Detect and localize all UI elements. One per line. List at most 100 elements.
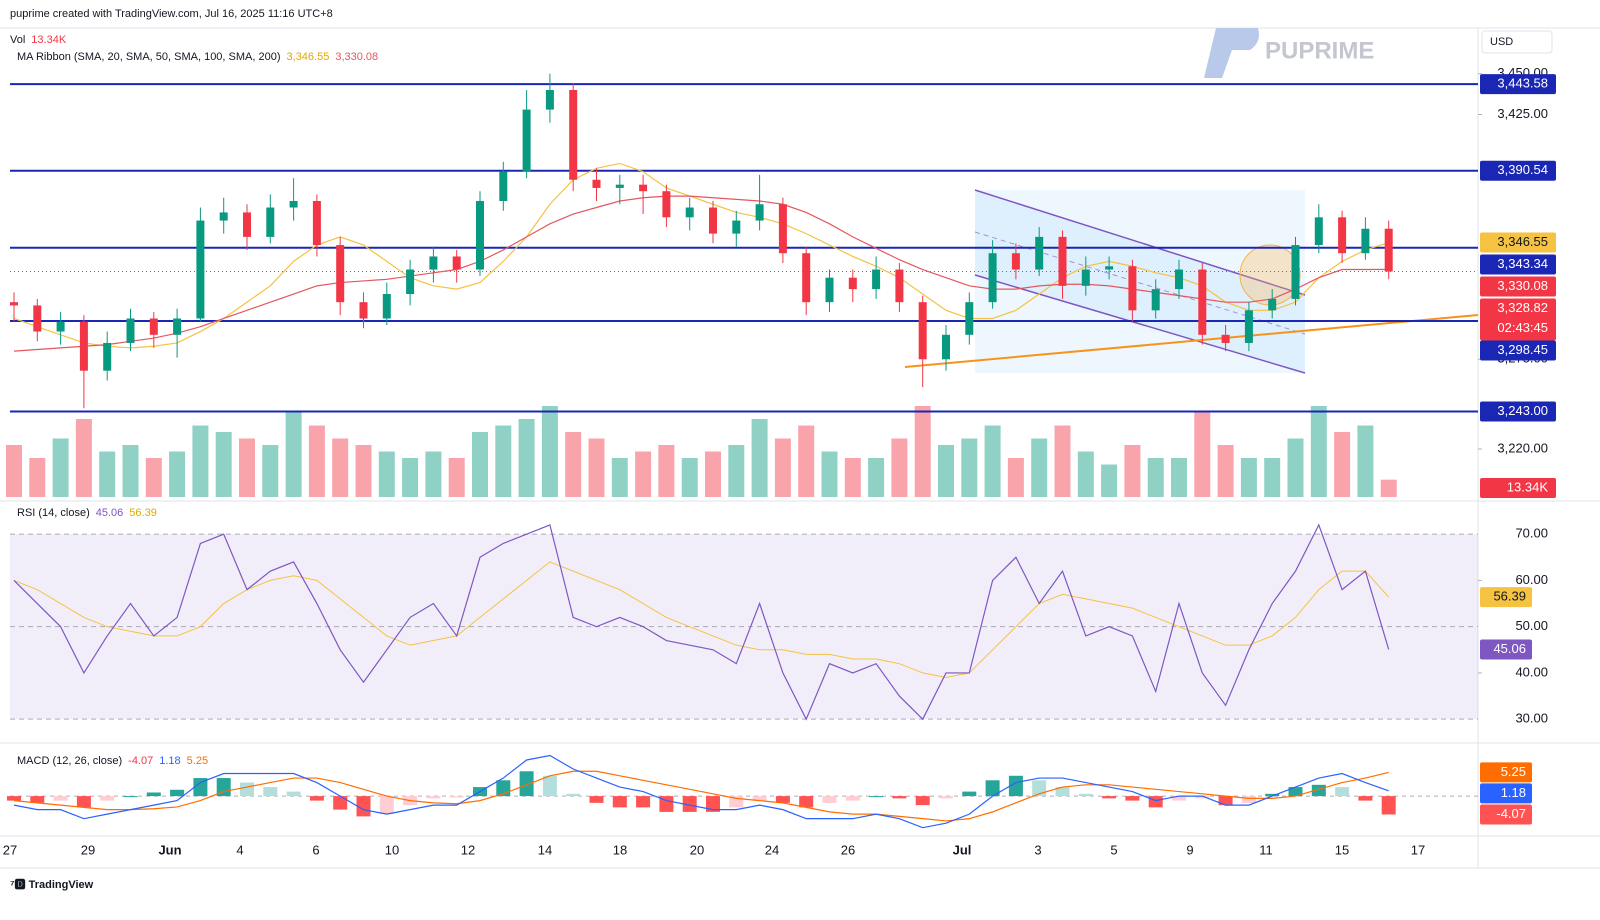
candle-body <box>219 212 228 221</box>
volume-bar <box>658 445 675 497</box>
rsi-tag-label: 45.06 <box>1493 641 1526 656</box>
macd-value: 1.18 <box>159 755 180 767</box>
x-tick-label: 24 <box>765 842 779 857</box>
candle-body <box>732 220 741 234</box>
volume-value: 13.34K <box>31 34 67 46</box>
volume-bars <box>6 406 1397 497</box>
volume-bar <box>425 451 442 497</box>
macd-hist-bar <box>240 782 254 797</box>
candle-body <box>709 207 717 234</box>
volume-bar <box>1101 464 1118 497</box>
candle-body <box>33 305 42 332</box>
volume-bar <box>1264 458 1281 497</box>
macd-hist-bar <box>1335 787 1350 797</box>
macd-hist-bar <box>356 796 371 817</box>
candle-body <box>56 321 65 332</box>
candle-body <box>639 184 648 192</box>
volume-bar <box>868 458 885 497</box>
volume-bar <box>308 425 325 497</box>
volume-title: Vol <box>10 34 25 46</box>
x-tick-label: 5 <box>1110 842 1117 857</box>
macd-hist-bar <box>589 796 604 803</box>
candle-body <box>289 200 298 208</box>
volume-bar <box>821 451 838 497</box>
macd-hist-bar <box>845 796 860 801</box>
candle-body <box>569 90 578 180</box>
x-tick-label: 29 <box>81 842 95 857</box>
volume-bar <box>1240 458 1257 497</box>
macd-hist-bar <box>892 796 907 799</box>
macd-hist-bar <box>636 796 651 808</box>
sma20-value: 3,346.55 <box>287 51 330 63</box>
candle-body <box>1291 245 1300 299</box>
rsi-tick-label: 70.00 <box>1515 526 1548 541</box>
volume-bar <box>961 438 978 497</box>
candle-body <box>173 318 182 335</box>
candle-body <box>499 171 508 201</box>
candle-body <box>1151 289 1160 311</box>
macd-hist-bar <box>379 796 394 815</box>
price-tag-label: 3,298.45 <box>1497 342 1548 357</box>
x-tick-label: 10 <box>385 842 399 857</box>
macd-hist-bar <box>1311 784 1326 797</box>
price-tag-label: 3,346.55 <box>1497 234 1548 249</box>
candle-body <box>778 204 787 254</box>
candle-body <box>825 277 834 303</box>
macd-hist-bar <box>1218 796 1233 806</box>
volume-bar <box>1054 425 1071 497</box>
volume-bar <box>984 425 1001 497</box>
volume-bar <box>122 445 139 497</box>
candle-body <box>266 207 275 237</box>
channel-mid <box>974 231 1306 335</box>
macd-tag <box>1480 783 1532 804</box>
currency-box[interactable] <box>1481 30 1553 54</box>
candle-body <box>103 342 112 371</box>
macd-hist-bar <box>309 796 324 801</box>
volume-bar <box>378 451 395 497</box>
rsi-tag <box>1480 639 1532 660</box>
candle-body <box>1268 298 1277 311</box>
volume-bar <box>518 419 535 497</box>
macd-tag-label: 1.18 <box>1501 785 1526 800</box>
volume-bar <box>705 451 721 497</box>
volume-bar <box>99 451 116 497</box>
candle-body <box>429 256 438 270</box>
macd-hist-bar <box>1078 793 1093 797</box>
rsi-line <box>13 523 1390 721</box>
candle-body <box>196 220 205 319</box>
candle-body <box>872 269 881 290</box>
y-tick-label: 3,220.00 <box>1497 440 1548 455</box>
volume-bar <box>1357 425 1374 497</box>
price-tag-label: 3,243.00 <box>1497 403 1548 418</box>
x-tick-label: 26 <box>841 842 855 857</box>
rsi-value: 45.06 <box>96 507 124 519</box>
volume-bar <box>588 438 605 497</box>
x-tick-label: 9 <box>1186 842 1193 857</box>
price-tag-label: 3,330.08 <box>1497 278 1548 293</box>
volume-bar <box>1334 432 1351 497</box>
volume-bar <box>145 458 162 497</box>
candle-body <box>1081 269 1090 286</box>
macd-hist-bar <box>869 796 884 798</box>
sma20-line <box>13 162 1389 349</box>
candle-body <box>382 294 391 319</box>
volume-bar <box>914 406 931 497</box>
macd-hist-bar <box>193 778 208 797</box>
candle-body <box>848 277 857 290</box>
macd-hist-bar <box>939 796 953 799</box>
volume-bar <box>774 438 791 497</box>
x-tick-label: Jun <box>158 842 181 857</box>
macd-hist-bar <box>1125 796 1140 801</box>
macd-hist-bar <box>915 796 930 806</box>
volume-bar <box>1031 438 1048 497</box>
candle-body <box>545 90 554 110</box>
ma-title: MA Ribbon (SMA, 20, SMA, 50, SMA, 100, S… <box>17 51 281 63</box>
volume-bar <box>169 451 186 497</box>
hist-tag-label: -4.07 <box>1496 806 1526 821</box>
x-tick-label: 27 <box>3 842 17 857</box>
x-tick-label: 18 <box>613 842 627 857</box>
price-tag <box>1480 276 1556 297</box>
volume-bar <box>1007 458 1024 497</box>
brand-mark <box>1204 28 1259 78</box>
